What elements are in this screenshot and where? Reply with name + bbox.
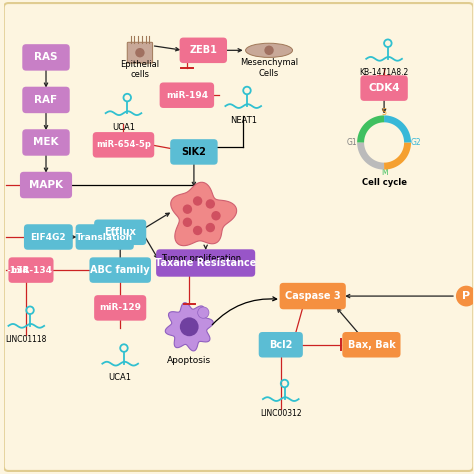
FancyBboxPatch shape (259, 332, 303, 357)
FancyBboxPatch shape (156, 249, 255, 277)
Circle shape (193, 226, 202, 235)
Circle shape (264, 46, 274, 55)
FancyBboxPatch shape (170, 139, 218, 164)
Text: -134: -134 (6, 265, 29, 274)
FancyBboxPatch shape (93, 132, 154, 157)
Circle shape (211, 211, 221, 220)
Text: Bax, Bak: Bax, Bak (347, 340, 395, 350)
FancyBboxPatch shape (127, 42, 153, 63)
FancyBboxPatch shape (22, 129, 70, 156)
Text: EIF4G2: EIF4G2 (30, 233, 66, 241)
Text: SIK2: SIK2 (182, 147, 206, 157)
FancyBboxPatch shape (4, 3, 474, 471)
Text: KB-1471A8.2: KB-1471A8.2 (359, 68, 409, 77)
FancyBboxPatch shape (75, 224, 134, 250)
Text: Tumor proliferation: Tumor proliferation (161, 254, 241, 263)
Text: Translation: Translation (76, 233, 133, 241)
Text: miR-129: miR-129 (99, 303, 141, 312)
Circle shape (456, 286, 474, 307)
Circle shape (193, 196, 202, 206)
Text: LINC00312: LINC00312 (260, 409, 301, 418)
Text: Cell cycle: Cell cycle (362, 178, 407, 187)
Circle shape (198, 307, 209, 318)
Text: miR-654-5p: miR-654-5p (96, 140, 151, 149)
Text: Mesenchymal
Cells: Mesenchymal Cells (240, 58, 298, 78)
FancyBboxPatch shape (9, 257, 54, 283)
Circle shape (135, 48, 145, 57)
Polygon shape (165, 302, 213, 351)
Text: NEAT1: NEAT1 (230, 116, 257, 125)
Text: ABC family: ABC family (91, 265, 150, 275)
Text: UCA1: UCA1 (109, 373, 132, 382)
Text: miR-134: miR-134 (10, 265, 52, 274)
FancyBboxPatch shape (22, 44, 70, 71)
FancyBboxPatch shape (180, 37, 227, 63)
Circle shape (206, 199, 215, 209)
Text: Caspase 3: Caspase 3 (285, 291, 340, 301)
Circle shape (183, 204, 192, 214)
FancyBboxPatch shape (342, 332, 401, 357)
Text: LINC01118: LINC01118 (6, 335, 47, 344)
FancyBboxPatch shape (22, 87, 70, 113)
Text: Bcl2: Bcl2 (269, 340, 292, 350)
Text: MEK: MEK (33, 137, 59, 147)
FancyBboxPatch shape (90, 257, 151, 283)
Text: Epithelial
cells: Epithelial cells (120, 60, 159, 79)
Text: Apoptosis: Apoptosis (167, 356, 211, 365)
FancyBboxPatch shape (20, 172, 72, 198)
FancyBboxPatch shape (94, 219, 146, 245)
Text: CDK4: CDK4 (368, 83, 400, 93)
FancyBboxPatch shape (94, 295, 146, 320)
Text: Efflux: Efflux (104, 227, 136, 237)
Text: MAPK: MAPK (29, 180, 63, 190)
Text: P: P (462, 291, 470, 301)
FancyBboxPatch shape (280, 283, 346, 310)
Text: ZEB1: ZEB1 (190, 46, 217, 55)
FancyBboxPatch shape (360, 75, 408, 101)
Text: RAF: RAF (35, 95, 57, 105)
Circle shape (180, 318, 199, 336)
Text: S: S (382, 108, 386, 117)
Polygon shape (171, 182, 237, 246)
Text: RAS: RAS (34, 53, 58, 63)
Circle shape (206, 223, 215, 232)
Text: G1: G1 (347, 138, 357, 147)
FancyBboxPatch shape (24, 224, 73, 250)
FancyBboxPatch shape (160, 82, 214, 108)
Ellipse shape (246, 43, 292, 57)
Text: M: M (381, 168, 387, 177)
Text: G2: G2 (410, 138, 421, 147)
Circle shape (183, 218, 192, 227)
Text: miR-194: miR-194 (166, 91, 208, 100)
Text: Taxane Resistance: Taxane Resistance (155, 258, 256, 268)
Text: UCA1: UCA1 (112, 123, 135, 132)
